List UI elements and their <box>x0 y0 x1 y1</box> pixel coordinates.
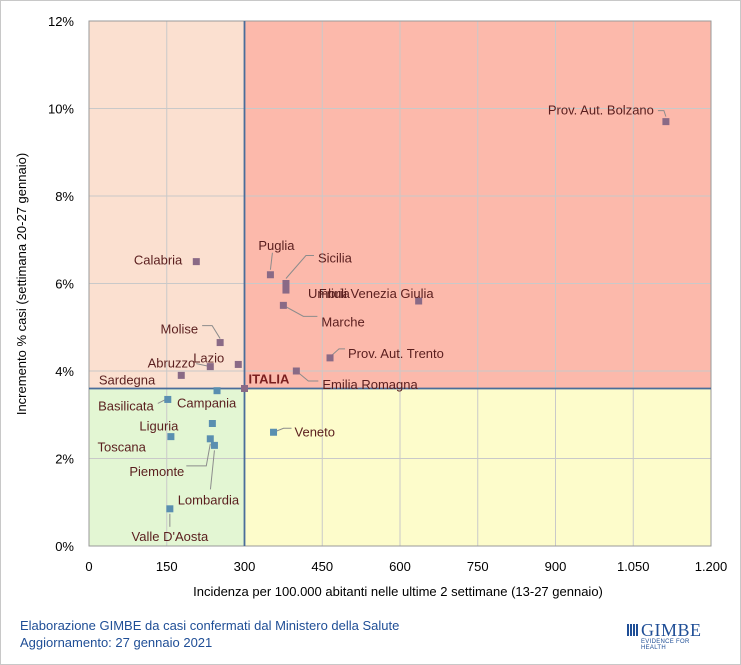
data-point <box>213 387 221 395</box>
y-tick-label: 0% <box>55 539 74 554</box>
data-point <box>206 435 214 443</box>
data-label: Basilicata <box>98 398 154 413</box>
data-label: Prov. Aut. Trento <box>348 346 444 361</box>
y-tick-label: 4% <box>55 364 74 379</box>
data-label: Lombardia <box>178 492 240 507</box>
data-label: Umbria <box>308 286 351 301</box>
x-tick-label: 150 <box>156 559 178 574</box>
data-point <box>282 280 290 287</box>
plot-border <box>88 20 712 547</box>
footer-note: Elaborazione GIMBE da casi confermati da… <box>20 617 399 651</box>
data-label: Toscana <box>97 440 146 455</box>
data-label: Molise <box>161 322 199 337</box>
data-point <box>234 360 242 368</box>
gimbe-logo: GIMBE EVIDENCE FOR HEALTH <box>627 620 711 651</box>
data-point <box>167 433 175 441</box>
italia-label: ITALIA <box>249 372 291 387</box>
data-point <box>192 258 200 266</box>
label-leader-line <box>186 443 211 467</box>
label-leader-line <box>269 252 273 270</box>
data-label: Abruzzo <box>148 356 196 371</box>
data-label: Calabria <box>134 253 183 268</box>
x-tick-label: 450 <box>311 559 333 574</box>
x-tick-label: 600 <box>389 559 411 574</box>
y-axis-title: Incremento % casi (settimana 20-27 genna… <box>14 153 29 415</box>
data-point <box>266 271 274 279</box>
label-leader-line <box>657 110 667 117</box>
data-point <box>210 441 218 449</box>
x-tick-label: 1.050 <box>617 559 650 574</box>
data-label: Puglia <box>258 238 295 253</box>
label-leader-line <box>283 304 318 317</box>
data-point <box>216 339 224 347</box>
x-tick-label: 300 <box>234 559 256 574</box>
data-label: Sicilia <box>318 251 353 266</box>
y-tick-label: 2% <box>55 452 74 467</box>
footer-source: Elaborazione GIMBE da casi confermati da… <box>20 618 400 633</box>
data-label: Lazio <box>193 350 224 365</box>
scatter-chart: 0% 2% 4% 6% 8% 10% 12% 0 150 300 450 600 750 900 1.05… <box>14 14 727 599</box>
y-tick-label: 8% <box>55 189 74 204</box>
data-label: Sardegna <box>99 372 156 387</box>
data-point <box>279 301 287 309</box>
x-axis-title: Incidenza per 100.000 abitanti nelle ult… <box>193 584 603 599</box>
label-leader-lines <box>157 110 667 527</box>
y-tick-label: 6% <box>55 277 74 292</box>
data-label: Liguria <box>139 419 179 434</box>
data-label: Prov. Aut. Bolzano <box>548 103 654 118</box>
label-leader-line <box>296 370 319 382</box>
y-tick-label: 10% <box>48 102 74 117</box>
data-point <box>415 297 423 305</box>
data-point <box>270 428 278 436</box>
data-label: Valle D'Aosta <box>132 529 209 544</box>
gimbe-logo-icon <box>627 624 639 636</box>
italia-point <box>241 385 248 392</box>
data-label: Friuli Venezia Giulia <box>319 286 435 301</box>
data-label: Piemonte <box>129 464 184 479</box>
label-leader-line <box>209 450 215 490</box>
gridlines <box>88 20 712 547</box>
data-point <box>326 354 334 362</box>
label-leader-line <box>202 325 221 339</box>
y-tick-label: 12% <box>48 14 74 29</box>
x-tick-label: 900 <box>545 559 567 574</box>
data-point <box>177 371 185 379</box>
logo-name: GIMBE <box>641 620 702 640</box>
data-label: Marche <box>321 314 364 329</box>
data-point <box>208 420 216 427</box>
footer-update: Aggiornamento: 27 gennaio 2021 <box>20 635 213 650</box>
data-point <box>206 363 214 371</box>
logo-tagline: EVIDENCE FOR HEALTH <box>641 639 690 651</box>
y-axis-ticks: 0% 2% 4% 6% 8% 10% 12% <box>48 14 74 554</box>
x-tick-label: 1.200 <box>695 559 728 574</box>
data-label: Emilia Romagna <box>322 377 418 392</box>
data-label: Campania <box>177 396 237 411</box>
x-axis-ticks: 0 150 300 450 600 750 900 1.050 1.200 <box>85 559 727 574</box>
data-point <box>292 367 300 375</box>
data-point <box>662 118 670 126</box>
data-point <box>164 395 172 403</box>
data-label: Veneto <box>295 424 336 439</box>
data-point <box>166 505 174 513</box>
label-leader-line <box>329 348 346 358</box>
italia-reference-lines <box>89 21 711 546</box>
x-tick-label: 750 <box>467 559 489 574</box>
data-points <box>164 118 670 513</box>
data-labels: Prov. Aut. Bolzano Calabria Puglia Sicilia U… <box>97 103 653 544</box>
label-leader-line <box>285 255 314 279</box>
x-tick-label: 0 <box>85 559 92 574</box>
data-point <box>282 286 290 294</box>
